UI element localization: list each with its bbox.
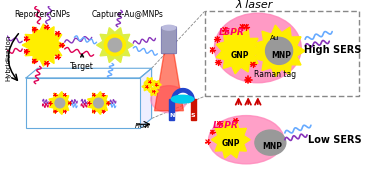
Polygon shape (145, 78, 155, 86)
Text: N: N (169, 113, 175, 118)
Text: GNP: GNP (222, 139, 240, 149)
Polygon shape (49, 92, 71, 114)
Ellipse shape (255, 130, 286, 155)
Polygon shape (211, 121, 250, 158)
FancyBboxPatch shape (161, 27, 177, 54)
Text: LSPR: LSPR (212, 121, 238, 130)
Text: MNP: MNP (271, 51, 291, 60)
Text: High SERS: High SERS (304, 45, 361, 55)
Text: Capture-Au@MNPs: Capture-Au@MNPs (92, 10, 164, 19)
Text: MNP: MNP (263, 142, 283, 151)
Polygon shape (96, 28, 133, 63)
Circle shape (55, 98, 65, 108)
Text: GNP: GNP (231, 51, 249, 60)
Polygon shape (254, 25, 305, 77)
Polygon shape (26, 68, 152, 78)
Circle shape (104, 34, 125, 56)
Text: Reporter-GNPs: Reporter-GNPs (14, 10, 70, 19)
Polygon shape (142, 82, 152, 91)
Text: Low SERS: Low SERS (308, 135, 361, 145)
Polygon shape (140, 68, 152, 128)
Bar (169, 99, 174, 120)
Polygon shape (216, 28, 262, 74)
Ellipse shape (162, 25, 176, 30)
Polygon shape (88, 92, 110, 114)
Text: Flow: Flow (135, 123, 151, 129)
Text: Hybridization: Hybridization (6, 34, 12, 81)
Ellipse shape (150, 86, 187, 113)
FancyBboxPatch shape (205, 11, 359, 96)
Text: LSPR: LSPR (219, 28, 245, 37)
Polygon shape (155, 53, 183, 111)
Text: Target: Target (70, 54, 94, 71)
Polygon shape (22, 24, 65, 66)
Text: S: S (191, 113, 195, 118)
Text: λ laser: λ laser (235, 0, 273, 10)
Text: Au: Au (270, 35, 280, 41)
Ellipse shape (171, 95, 194, 103)
Circle shape (265, 37, 293, 64)
Text: Raman tag: Raman tag (254, 70, 296, 79)
Circle shape (108, 38, 122, 52)
Polygon shape (149, 87, 158, 96)
Ellipse shape (214, 13, 301, 83)
Bar (26, 78, 140, 128)
Ellipse shape (209, 116, 284, 164)
Bar (191, 99, 196, 120)
Circle shape (94, 98, 103, 108)
Polygon shape (152, 80, 161, 89)
